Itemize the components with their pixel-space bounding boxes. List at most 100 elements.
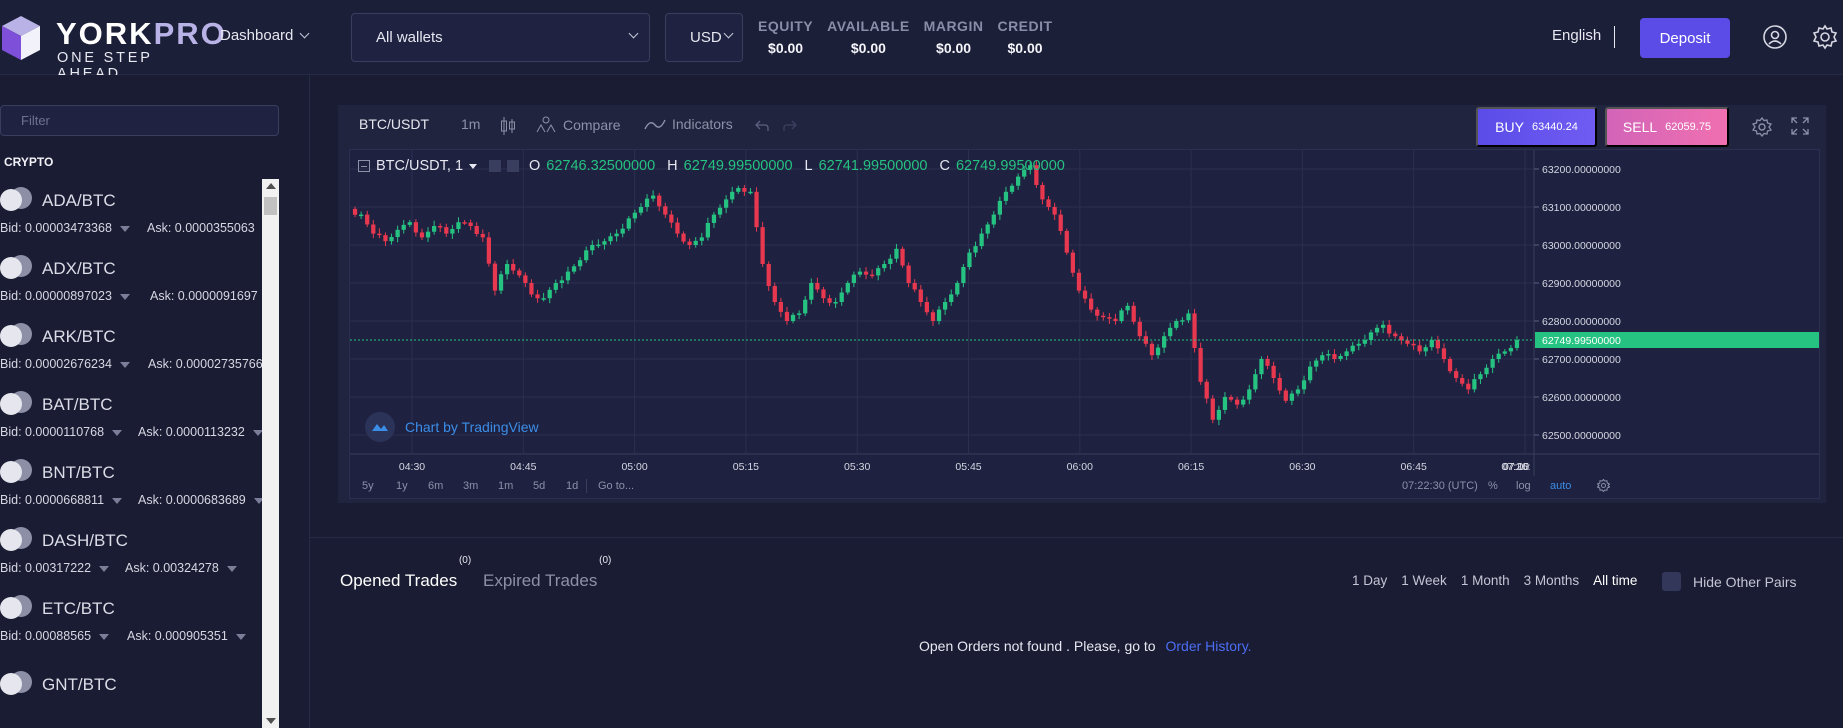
range-1d[interactable]: 1d xyxy=(566,480,579,492)
pair-item-adx-btc[interactable]: ADX/BTC Bid: 0.00000897023 Ask: 0.000009… xyxy=(0,247,262,315)
settings-icon[interactable] xyxy=(1812,24,1838,50)
symbol-selector[interactable]: BTC/USDT xyxy=(359,116,429,132)
language-selector[interactable]: English xyxy=(1552,27,1602,44)
candle-body xyxy=(1380,324,1386,328)
x-tick-label: 07:26: xyxy=(1501,461,1530,473)
candle-body xyxy=(547,289,552,299)
candle-body xyxy=(778,302,784,312)
caret-down-icon[interactable] xyxy=(469,163,478,169)
candle-body xyxy=(1338,355,1343,359)
range-3m[interactable]: 3m xyxy=(463,480,479,492)
candle-body xyxy=(863,271,869,275)
account-stats: EQUITY $0.00 AVAILABLE $0.00 MARGIN $0.0… xyxy=(758,18,1053,56)
order-history-link[interactable]: Order History. xyxy=(1165,638,1252,654)
candle-body xyxy=(1052,207,1057,215)
wallet-select[interactable]: All wallets xyxy=(351,13,650,62)
percent-toggle[interactable]: % xyxy=(1488,480,1498,492)
dashboard-menu[interactable]: Dashboard xyxy=(220,27,310,44)
deposit-button[interactable]: Deposit xyxy=(1640,18,1730,58)
candle-body xyxy=(1472,379,1477,390)
collapse-icon[interactable] xyxy=(358,160,370,172)
candle-body xyxy=(1301,380,1307,390)
compare-button[interactable]: Compare xyxy=(535,116,621,134)
pair-list-scrollbar[interactable] xyxy=(262,179,279,728)
interval-selector[interactable]: 1m xyxy=(461,116,481,132)
visibility-icon[interactable] xyxy=(489,160,502,172)
candle-body xyxy=(827,298,832,303)
candle-body xyxy=(1283,390,1288,401)
bid-price: Bid: 0.00002676234 xyxy=(0,357,130,371)
candle-body xyxy=(839,292,844,302)
pair-item-bat-btc[interactable]: BAT/BTC Bid: 0.0000110768 Ask: 0.0000113… xyxy=(0,383,262,451)
candle-body xyxy=(1161,336,1167,348)
goto-button[interactable]: Go to... xyxy=(598,480,635,492)
chart-settings-icon[interactable] xyxy=(1752,117,1772,137)
log-toggle[interactable]: log xyxy=(1516,480,1531,492)
candle-body xyxy=(1314,360,1319,367)
candle-body xyxy=(1435,340,1441,349)
logo[interactable]: YORKPRO ONE STEP AHEAD xyxy=(0,10,225,82)
undo-icon[interactable] xyxy=(755,120,769,132)
bid-price: Bid: 0.0000110768 xyxy=(0,425,123,439)
currency-select[interactable]: USD xyxy=(665,13,743,62)
candle-body xyxy=(383,235,388,242)
legend-symbol[interactable]: BTC/USDT, 1 xyxy=(376,158,464,174)
scroll-thumb[interactable] xyxy=(264,197,277,215)
filter-input[interactable]: Filter xyxy=(0,105,279,136)
settings-small-icon[interactable] xyxy=(507,160,520,172)
ask-price: Ask: 0.00324278 xyxy=(125,561,237,575)
period-3-months[interactable]: 3 Months xyxy=(1523,573,1580,588)
tab-opened-trades[interactable]: Opened Trades (0) xyxy=(340,555,472,590)
redo-icon[interactable] xyxy=(783,120,797,132)
period-all-time[interactable]: All time xyxy=(1593,573,1638,588)
candle-body xyxy=(1064,230,1069,253)
candle-body xyxy=(504,264,510,275)
pair-item-etc-btc[interactable]: ETC/BTC Bid: 0.00088565 Ask: 0.000905351 xyxy=(0,587,262,655)
candlestick-chart[interactable]: 63200.00000000 63100.00000000 63000.000000… xyxy=(350,150,1819,476)
pair-item-gnt-btc[interactable]: GNT/BTC xyxy=(0,663,262,728)
candle-body xyxy=(1265,359,1270,366)
candle-body xyxy=(602,241,607,245)
range-1y[interactable]: 1y xyxy=(396,480,408,492)
period-1-week[interactable]: 1 Week xyxy=(1401,573,1447,588)
candle-body xyxy=(955,283,960,295)
pair-name: ADA/BTC xyxy=(42,191,116,210)
user-icon[interactable] xyxy=(1762,24,1788,50)
scroll-up-icon[interactable] xyxy=(266,183,276,189)
chart-area[interactable]: 63200.00000000 63100.00000000 63000.000000… xyxy=(349,149,1820,499)
range-5y[interactable]: 5y xyxy=(362,480,374,492)
tab-expired-trades[interactable]: Expired Trades (0) xyxy=(483,555,612,590)
period-1-day[interactable]: 1 Day xyxy=(1352,573,1388,588)
bid-price: Bid: 0.00000897023 xyxy=(0,289,130,303)
candle-body xyxy=(413,222,419,233)
gear-icon[interactable] xyxy=(1597,479,1610,492)
scroll-down-icon[interactable] xyxy=(266,718,276,724)
pair-item-dash-btc[interactable]: DASH/BTC Bid: 0.00317222 Ask: 0.00324278 xyxy=(0,519,262,587)
fullscreen-icon[interactable] xyxy=(1791,117,1809,135)
candle-body xyxy=(608,236,613,242)
chart-toolbar: BTC/USDT 1m Compare Indicators BUY 63440… xyxy=(338,105,1826,149)
y-tick-label: 63000.00000000 xyxy=(1542,240,1621,252)
candles-icon[interactable] xyxy=(500,116,516,136)
hide-other-pairs-toggle[interactable]: Hide Other Pairs xyxy=(1662,572,1796,591)
range-6m[interactable]: 6m xyxy=(428,480,444,492)
candle-body xyxy=(438,226,443,228)
pair-item-ada-btc[interactable]: ADA/BTC Bid: 0.00003473368 Ask: 0.000035… xyxy=(0,179,262,247)
period-1-month[interactable]: 1 Month xyxy=(1460,573,1510,588)
hide-other-pairs-checkbox[interactable] xyxy=(1662,572,1681,591)
candle-body xyxy=(967,252,972,268)
tradingview-credit[interactable]: Chart by TradingView xyxy=(365,412,539,442)
utc-clock[interactable]: 07:22:30 (UTC) xyxy=(1402,480,1478,492)
sell-button[interactable]: SELL 62059.75 xyxy=(1605,107,1729,147)
buy-button[interactable]: BUY 63440.24 xyxy=(1476,107,1597,147)
auto-toggle[interactable]: auto xyxy=(1550,480,1572,492)
range-1m[interactable]: 1m xyxy=(498,480,514,492)
pair-item-bnt-btc[interactable]: BNT/BTC Bid: 0.0000668811 Ask: 0.0000683… xyxy=(0,451,262,519)
candle-body xyxy=(1247,389,1252,400)
chart-legend: BTC/USDT, 1 O 62746.32500000 H 62749.99500… xyxy=(358,158,1065,174)
indicators-button[interactable]: Indicators xyxy=(644,116,733,132)
coin-icon xyxy=(0,597,22,619)
candle-body xyxy=(979,233,984,247)
pair-item-ark-btc[interactable]: ARK/BTC Bid: 0.00002676234 Ask: 0.000027… xyxy=(0,315,262,383)
range-5d[interactable]: 5d xyxy=(533,480,546,492)
